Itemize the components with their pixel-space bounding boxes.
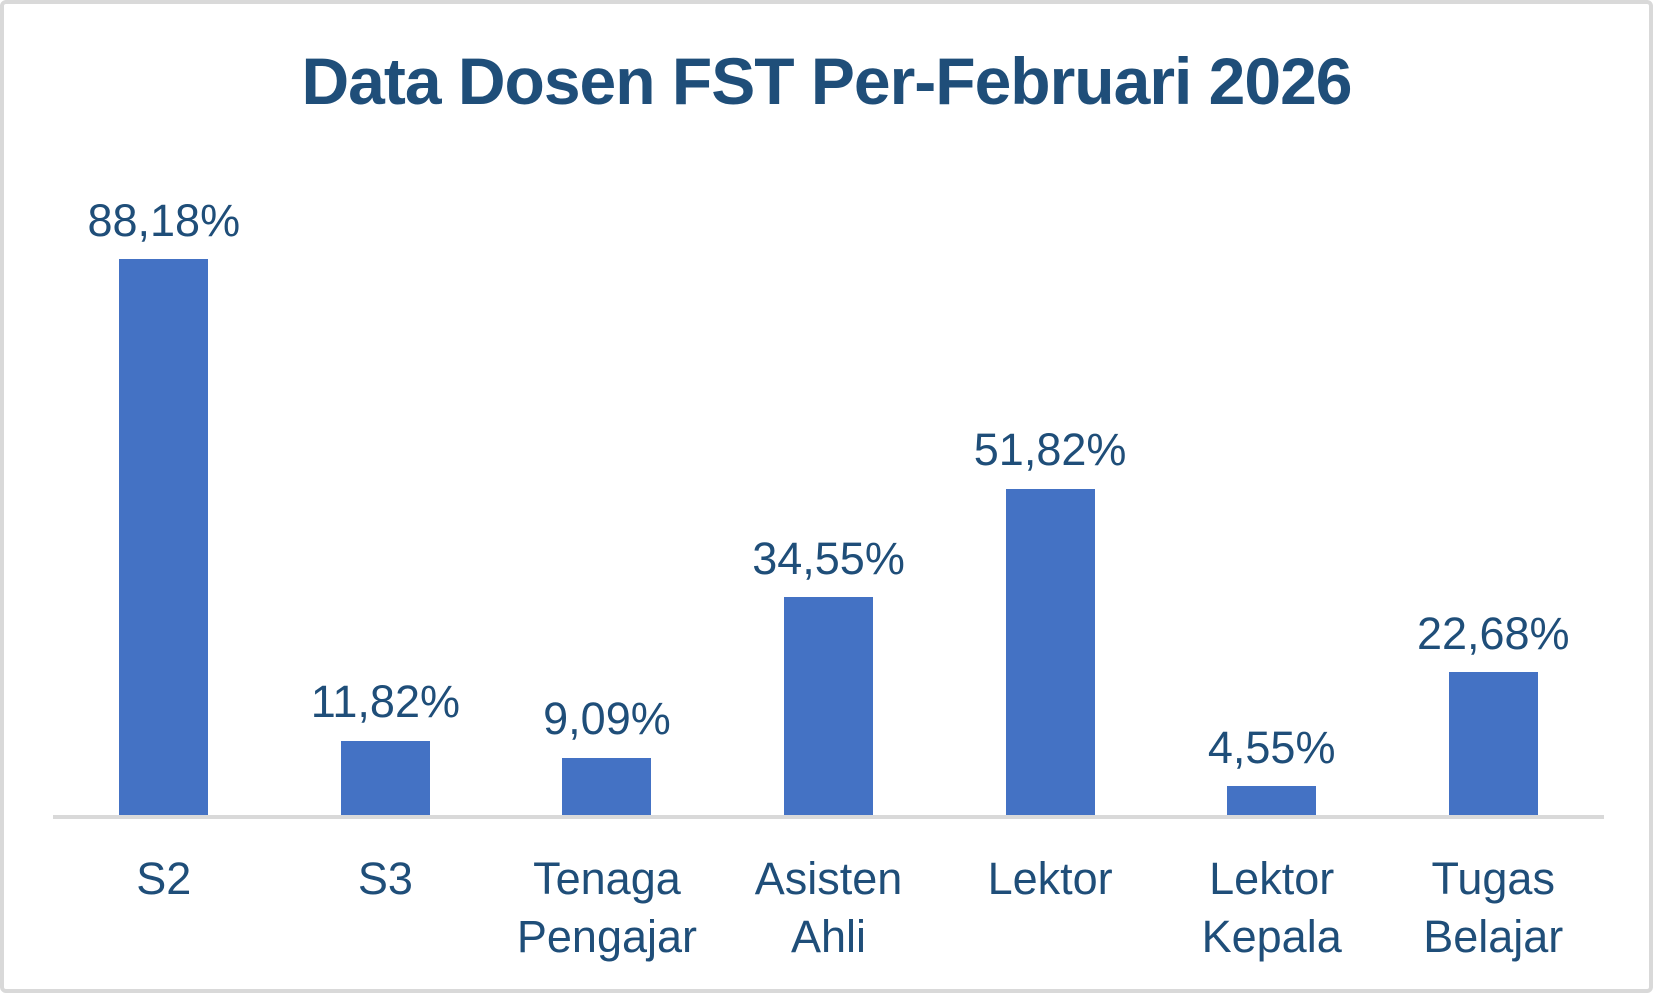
chart-title: Data Dosen FST Per-Februari 2026 — [301, 44, 1352, 118]
category-label: Tenaga Pengajar — [516, 853, 698, 962]
value-label: 34,55% — [752, 532, 905, 584]
value-label: 51,82% — [973, 424, 1127, 476]
category-label: Lektor Kepala — [1201, 853, 1342, 962]
bar — [1005, 488, 1095, 815]
bar-column: 51,82% — [939, 185, 1161, 815]
value-label: 4,55% — [1207, 721, 1336, 773]
category-label: S2 — [136, 853, 192, 904]
bar-column: 4,55% — [1161, 185, 1383, 815]
bar — [340, 740, 430, 815]
value-label: 11,82% — [310, 676, 461, 728]
plot-area: 88,18% 11,82% 9,09% 34,55% 51,82% 4,55% 22,68% — [53, 185, 1604, 815]
bar-column: 11,82% — [275, 185, 497, 815]
category-label: Lektor — [987, 853, 1113, 904]
bar-column: 9,09% — [496, 185, 718, 815]
bar — [784, 597, 874, 815]
bar-column: 22,68% — [1382, 185, 1604, 815]
bar-column: 34,55% — [718, 185, 940, 815]
bar — [1448, 672, 1538, 815]
bar-column: 88,18% — [53, 185, 275, 815]
category-label: Tugas Belajar — [1423, 853, 1564, 962]
category-axis: S2 S3 Tenaga Pengajar Asisten Ahli Lektor Lek… — [53, 850, 1604, 966]
bar — [119, 259, 209, 815]
category-label: S3 — [357, 853, 413, 904]
category-label: Asisten Ahli — [754, 853, 903, 962]
value-label: 88,18% — [87, 194, 241, 246]
value-label: 9,09% — [543, 693, 671, 745]
bar — [1227, 786, 1317, 815]
x-axis-line — [53, 815, 1604, 819]
value-label: 22,68% — [1416, 607, 1570, 659]
bar — [562, 757, 652, 815]
